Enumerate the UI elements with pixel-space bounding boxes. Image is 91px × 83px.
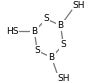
Text: B: B <box>49 53 55 62</box>
Text: SH: SH <box>73 0 85 10</box>
Text: SH: SH <box>58 74 70 83</box>
Text: HS: HS <box>6 27 18 36</box>
Text: S: S <box>34 46 40 55</box>
Text: B: B <box>58 21 64 30</box>
Text: S: S <box>60 40 66 49</box>
Text: B: B <box>31 27 37 36</box>
Text: S: S <box>43 14 49 23</box>
